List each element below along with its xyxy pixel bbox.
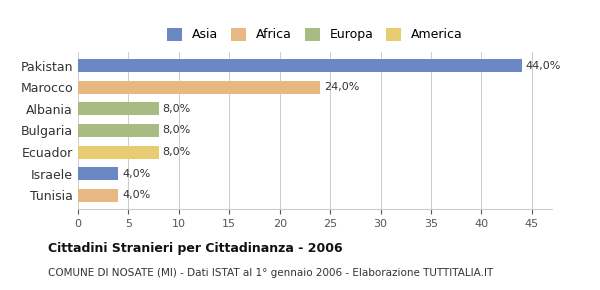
Text: 44,0%: 44,0% [526, 61, 561, 71]
Bar [78, 167, 118, 180]
Bar [78, 102, 158, 115]
Text: Cittadini Stranieri per Cittadinanza - 2006: Cittadini Stranieri per Cittadinanza - 2… [48, 242, 343, 255]
Text: 4,0%: 4,0% [122, 169, 151, 179]
Bar [78, 124, 158, 137]
Bar [78, 81, 320, 94]
Legend: Asia, Africa, Europa, America: Asia, Africa, Europa, America [164, 24, 466, 45]
Bar [78, 146, 158, 159]
Bar [78, 189, 118, 202]
Bar [78, 59, 522, 72]
Text: COMUNE DI NOSATE (MI) - Dati ISTAT al 1° gennaio 2006 - Elaborazione TUTTITALIA.: COMUNE DI NOSATE (MI) - Dati ISTAT al 1°… [48, 267, 493, 278]
Text: 8,0%: 8,0% [163, 147, 191, 157]
Text: 4,0%: 4,0% [122, 190, 151, 200]
Text: 8,0%: 8,0% [163, 104, 191, 114]
Text: 8,0%: 8,0% [163, 126, 191, 135]
Text: 24,0%: 24,0% [324, 82, 359, 92]
